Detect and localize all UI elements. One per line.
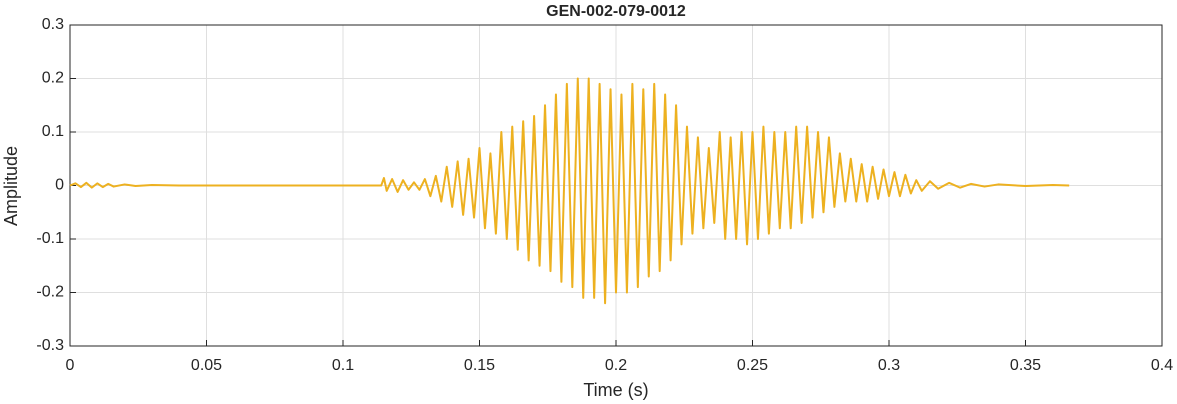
x-tick-label: 0.3 bbox=[878, 357, 900, 374]
x-tick-label: 0.15 bbox=[464, 357, 495, 374]
x-tick-label: 0.25 bbox=[737, 357, 768, 374]
chart-title: GEN-002-079-0012 bbox=[546, 3, 686, 20]
x-tick-label: 0.1 bbox=[332, 357, 354, 374]
x-axis-label: Time (s) bbox=[583, 380, 648, 400]
x-tick-label: 0.2 bbox=[605, 357, 627, 374]
y-tick-label: 0.3 bbox=[42, 16, 64, 33]
x-tick-label: 0.35 bbox=[1010, 357, 1041, 374]
x-tick-label: 0.05 bbox=[191, 357, 222, 374]
y-axis-label: Amplitude bbox=[1, 146, 21, 226]
y-tick-label: 0 bbox=[55, 177, 64, 194]
y-tick-label: -0.1 bbox=[36, 230, 64, 247]
y-tick-label: -0.2 bbox=[36, 284, 64, 301]
y-tick-label: 0.1 bbox=[42, 123, 64, 140]
y-tick-label: -0.3 bbox=[36, 337, 64, 354]
x-tick-label: 0 bbox=[66, 357, 75, 374]
x-tick-label: 0.4 bbox=[1151, 357, 1173, 374]
waveform-line bbox=[69, 77, 1070, 305]
y-tick-label: 0.2 bbox=[42, 70, 64, 87]
